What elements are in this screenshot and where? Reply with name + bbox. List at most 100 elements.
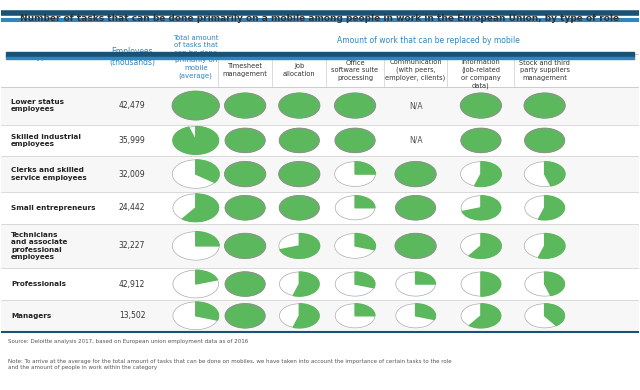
Circle shape [396,304,435,328]
Wedge shape [293,304,319,328]
Wedge shape [196,232,219,246]
Circle shape [225,304,265,328]
Circle shape [279,93,320,118]
Circle shape [173,302,219,330]
Circle shape [225,304,265,328]
Circle shape [335,234,376,258]
Circle shape [172,91,219,120]
Circle shape [335,93,376,118]
Wedge shape [196,160,219,183]
Circle shape [225,93,266,118]
Circle shape [225,196,265,220]
Text: 24,442: 24,442 [119,203,145,212]
Wedge shape [538,234,565,258]
Text: Technicians
and associate
professional
employees: Technicians and associate professional e… [11,232,67,260]
Wedge shape [355,304,375,316]
Wedge shape [196,270,218,284]
Circle shape [279,93,320,118]
FancyBboxPatch shape [1,192,639,223]
Circle shape [335,93,376,118]
Circle shape [525,272,564,296]
Circle shape [225,162,266,186]
Wedge shape [355,162,376,174]
Circle shape [225,128,265,152]
Text: Clerks and skilled
service employees: Clerks and skilled service employees [11,167,86,181]
Circle shape [280,128,319,152]
Circle shape [525,128,564,152]
FancyBboxPatch shape [1,156,639,192]
Wedge shape [173,126,219,154]
Circle shape [225,128,265,152]
Wedge shape [545,304,564,326]
Circle shape [461,234,501,258]
Wedge shape [475,162,501,186]
Text: 42,912: 42,912 [119,280,145,289]
Text: Amount of work that can be replaced by mobile: Amount of work that can be replaced by m… [337,35,520,44]
Text: Note: To arrive at the average for the total amount of tasks that can be done on: Note: To arrive at the average for the t… [8,359,451,370]
Circle shape [225,196,265,220]
Wedge shape [462,196,500,220]
Circle shape [335,162,376,186]
Circle shape [395,162,436,186]
Circle shape [461,304,500,328]
Wedge shape [355,234,376,250]
Circle shape [461,93,501,118]
Wedge shape [182,194,219,222]
Text: Small entrepreneurs: Small entrepreneurs [11,205,95,211]
Circle shape [172,91,219,120]
Circle shape [280,128,319,152]
Circle shape [461,93,501,118]
Circle shape [279,162,320,186]
Circle shape [335,128,375,152]
Circle shape [280,304,319,328]
Circle shape [396,196,435,220]
Circle shape [461,128,500,152]
Text: Office
software suite
processing: Office software suite processing [332,60,379,81]
Circle shape [335,304,375,328]
Text: Job
allocation: Job allocation [283,63,316,77]
Circle shape [280,272,319,296]
Wedge shape [293,272,319,296]
Text: 42,479: 42,479 [118,101,145,110]
Text: Employees
(thousands): Employees (thousands) [109,46,155,67]
Text: Total amount
of tasks that
can be done
primarily on
mobile
(average): Total amount of tasks that can be done p… [173,35,218,78]
Text: Managers: Managers [11,313,51,319]
Circle shape [335,196,375,220]
Circle shape [395,234,436,258]
Circle shape [461,162,501,186]
Wedge shape [538,196,564,220]
Text: Professionals: Professionals [11,281,66,287]
Circle shape [396,196,435,220]
Circle shape [525,304,564,328]
Text: 35,999: 35,999 [118,136,145,145]
Circle shape [279,162,320,186]
Circle shape [524,93,565,118]
Circle shape [225,93,266,118]
Circle shape [461,128,500,152]
Text: Lower status
employees: Lower status employees [11,99,64,112]
Circle shape [172,160,219,188]
Text: 32,227: 32,227 [119,241,145,250]
Text: Timesheet
management: Timesheet management [223,63,268,77]
Text: N/A: N/A [409,136,422,145]
Circle shape [524,162,565,186]
FancyBboxPatch shape [1,87,639,124]
Wedge shape [355,272,375,288]
Circle shape [335,272,375,296]
Circle shape [461,196,500,220]
FancyBboxPatch shape [1,27,639,87]
Circle shape [172,232,219,260]
Text: N/A: N/A [409,101,422,110]
Circle shape [335,128,375,152]
Circle shape [225,272,265,296]
Circle shape [525,128,564,152]
Text: Number of tasks that can be done primarily on a mobile among people in work in t: Number of tasks that can be done primari… [20,14,620,23]
Text: Communication
(with peers,
employer, clients): Communication (with peers, employer, cli… [385,59,445,81]
Wedge shape [196,302,219,320]
Circle shape [395,162,436,186]
Circle shape [524,93,565,118]
Wedge shape [545,272,564,296]
FancyBboxPatch shape [1,124,639,156]
Circle shape [173,270,219,298]
FancyBboxPatch shape [1,300,639,332]
